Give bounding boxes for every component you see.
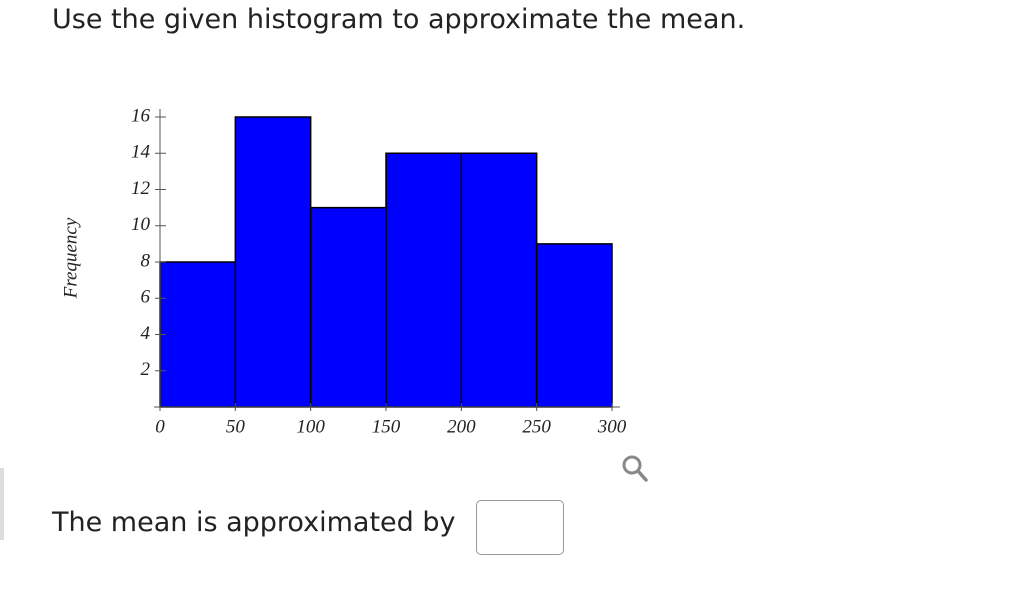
bar bbox=[309, 206, 387, 408]
y-tick-label: 6 bbox=[141, 287, 151, 308]
y-tick-label: 4 bbox=[141, 323, 151, 344]
x-tick-label: 100 bbox=[296, 416, 325, 437]
x-tick-label: 150 bbox=[372, 416, 401, 437]
side-tab bbox=[0, 468, 4, 540]
bar bbox=[385, 152, 463, 408]
y-tick-label: 16 bbox=[131, 105, 151, 126]
bar bbox=[535, 243, 613, 408]
answer-prompt: The mean is approximated by bbox=[52, 507, 456, 538]
y-tick-label: 14 bbox=[131, 142, 151, 163]
y-tick-label: 8 bbox=[141, 250, 151, 271]
x-tick-label: 0 bbox=[155, 416, 165, 437]
answer-input[interactable] bbox=[476, 500, 564, 555]
x-tick-label: 50 bbox=[226, 416, 246, 437]
histogram: Frequency 2 4 6 8 10 12 14 16 0 50 100 150 200 250 300 bbox=[60, 105, 627, 437]
x-tick-label: 200 bbox=[447, 416, 476, 437]
bar bbox=[460, 152, 538, 408]
y-tick-label: 10 bbox=[131, 214, 151, 235]
question: Use the given histogram to approximate t… bbox=[52, 4, 746, 35]
zoom-icon[interactable] bbox=[618, 452, 652, 486]
y-axis-label: Frequency bbox=[60, 217, 81, 299]
bar bbox=[159, 261, 237, 408]
y-tick-label: 12 bbox=[131, 178, 151, 199]
bar bbox=[234, 116, 312, 408]
y-tick-label: 2 bbox=[141, 359, 151, 380]
x-tick-label: 300 bbox=[597, 416, 627, 437]
x-tick-label: 250 bbox=[522, 416, 551, 437]
